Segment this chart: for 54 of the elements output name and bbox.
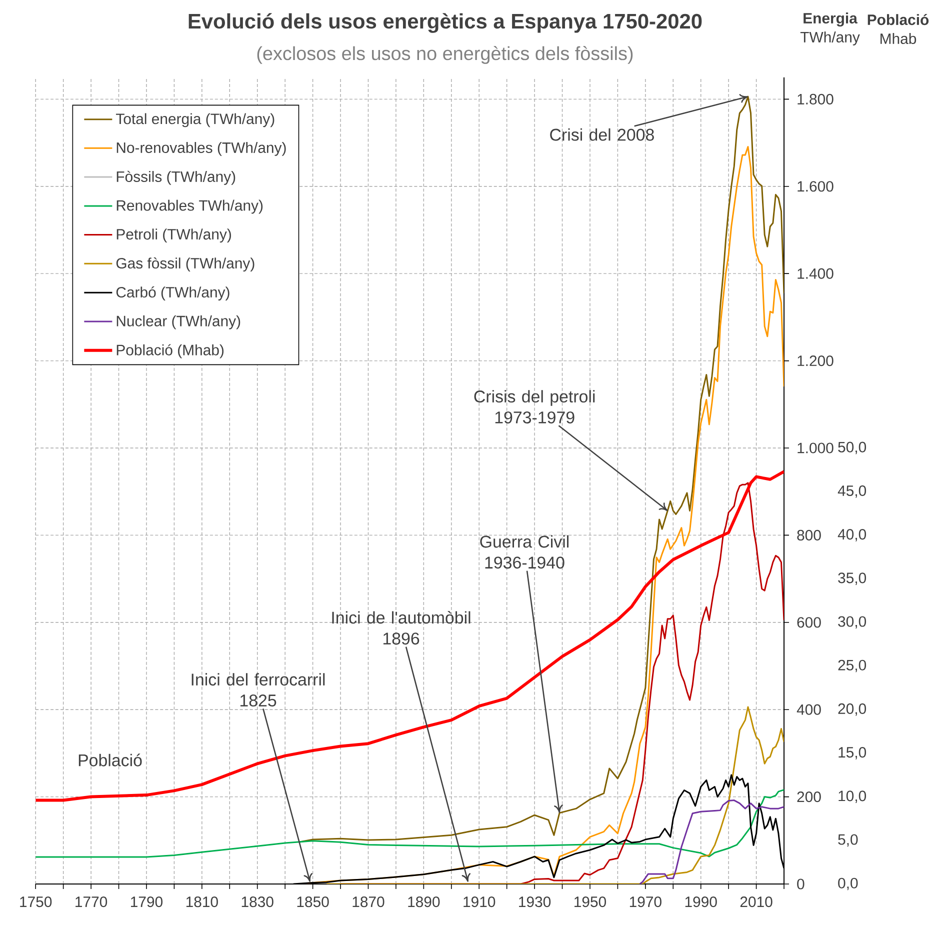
x-tick-label: 1830 (242, 896, 274, 908)
annotation: Inici de l'automòbil 1896 (332, 611, 470, 645)
y-tick-label: 0 (797, 878, 804, 890)
x-tick-label: 1930 (519, 896, 551, 908)
y2-axis-title: Població Mhab (868, 14, 929, 44)
y-tick-label: 1.400 (798, 268, 834, 279)
annotation: Inici del ferrocarril 1825 (192, 673, 325, 707)
chart-title: Evolució dels usos energètics a Espanya 1750-2020 (188, 13, 702, 33)
legend-label: Població (Mhab) (116, 344, 224, 358)
y-tick-label: 1.000 (798, 442, 834, 454)
legend-label: Petroli (TWh/any) (116, 228, 231, 243)
y2-tick-label: 25,0 (838, 660, 866, 672)
y-tick-label: 600 (797, 617, 821, 628)
legend-label: Total energia (TWh/any) (116, 113, 274, 128)
y-tick-label: 1.600 (798, 181, 834, 192)
x-tick-label: 1810 (186, 896, 218, 908)
x-tick-label: 1770 (76, 896, 108, 908)
annotation: Població (78, 754, 142, 766)
y-tick-label: 1.800 (798, 94, 834, 104)
y-tick-label: 800 (797, 530, 821, 540)
annotation: Guerra Civil 1936-1940 (480, 535, 569, 569)
annotation: Crisis del petroli 1973-1979 (474, 390, 595, 424)
y2-tick-label: 50,0 (838, 442, 866, 454)
x-tick-label: 1990 (685, 896, 717, 908)
annotation: Crisi del 2008 (550, 128, 654, 141)
legend-label: No-renovables (TWh/any) (116, 142, 286, 156)
y2-tick-label: 0,0 (838, 878, 858, 890)
x-tick-label: 1790 (130, 896, 162, 908)
x-tick-label: 1870 (352, 896, 384, 908)
x-tick-label: 1970 (630, 896, 662, 908)
legend-label: Fòssils (TWh/any) (116, 170, 236, 185)
x-tick-label: 1950 (574, 896, 606, 908)
y-tick-label: 200 (797, 792, 821, 802)
x-tick-label: 1910 (464, 896, 496, 908)
legend-label: Carbó (TWh/any) (116, 286, 230, 300)
legend-label: Gas fòssil (TWh/any) (116, 257, 254, 272)
y2-tick-label: 40,0 (838, 529, 866, 542)
y2-tick-label: 15,0 (838, 747, 866, 760)
x-tick-label: 1850 (297, 896, 329, 908)
x-tick-label: 2010 (740, 896, 772, 908)
x-tick-label: 1890 (408, 896, 440, 908)
y2-tick-label: 20,0 (838, 703, 866, 716)
legend-label: Renovables TWh/any) (116, 200, 263, 214)
y2-tick-label: 10,0 (838, 790, 866, 803)
y-tick-label: 1.200 (798, 355, 834, 366)
chart-subtitle: (exclosos els usos no energètics dels fòssils) (257, 46, 633, 64)
y-axis-title: Energia TWh/any (800, 12, 860, 46)
y2-tick-label: 30,0 (838, 616, 866, 629)
y2-tick-label: 5,0 (838, 834, 858, 847)
legend-label: Nuclear (TWh/any) (116, 315, 240, 330)
y2-tick-label: 45,0 (838, 485, 866, 498)
y-tick-label: 400 (796, 704, 821, 715)
y2-tick-label: 35,0 (838, 572, 866, 585)
x-tick-label: 1750 (20, 896, 52, 908)
